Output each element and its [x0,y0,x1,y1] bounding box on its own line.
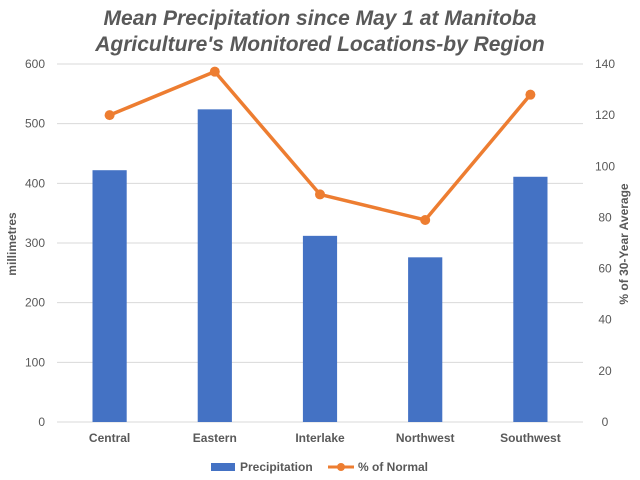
right-tick-label: 0 [602,415,609,429]
left-tick-label: 200 [25,296,45,310]
category-label: Interlake [295,431,345,445]
category-label: Southwest [500,431,561,445]
category-label: Northwest [396,431,455,445]
left-tick-label: 300 [25,236,45,250]
bar [302,235,338,422]
bar [92,170,127,422]
right-axis-ticks: 0 20 40 60 80 100 120 140 [595,57,615,429]
bar [408,257,443,422]
legend: Precipitation % of Normal [211,460,428,474]
bar-series [92,109,548,422]
bar [513,176,548,422]
right-tick-label: 120 [595,108,615,122]
line-series [104,66,536,225]
right-tick-label: 20 [598,364,612,378]
left-axis-title: millimetres [5,212,19,276]
left-tick-label: 500 [25,117,45,131]
category-label: Central [89,431,130,445]
left-tick-label: 600 [25,57,45,71]
right-tick-label: 100 [595,159,615,173]
legend-precipitation-label: Precipitation [240,460,313,474]
legend-normal-marker [337,463,345,471]
left-tick-label: 0 [38,415,45,429]
line-point [420,214,431,225]
bar [197,109,232,422]
right-tick-label: 80 [598,210,612,224]
line-point [209,66,220,77]
left-tick-label: 100 [25,355,45,369]
line-point [315,189,325,200]
line-point [104,110,115,121]
left-axis-ticks: 0 100 200 300 400 500 600 [25,57,45,429]
right-axis-title: % of 30-Year Average [617,183,631,304]
legend-normal-label: % of Normal [358,460,428,474]
right-tick-label: 140 [595,57,615,71]
gridlines [57,63,583,423]
line-point [525,89,536,100]
chart-title-line-2: Agriculture's Monitored Locations-by Reg… [95,33,545,56]
right-tick-label: 60 [598,262,612,276]
right-tick-label: 40 [598,313,612,327]
legend-precipitation-swatch [211,463,235,471]
chart-title-line-1: Mean Precipitation since May 1 at Manito… [103,7,537,30]
category-label: Eastern [193,431,237,445]
chart-title: Mean Precipitation since May 1 at Manito… [0,6,640,58]
left-tick-label: 400 [25,176,45,190]
category-axis-ticks: Central Eastern Interlake Northwest Southwes… [89,431,561,445]
